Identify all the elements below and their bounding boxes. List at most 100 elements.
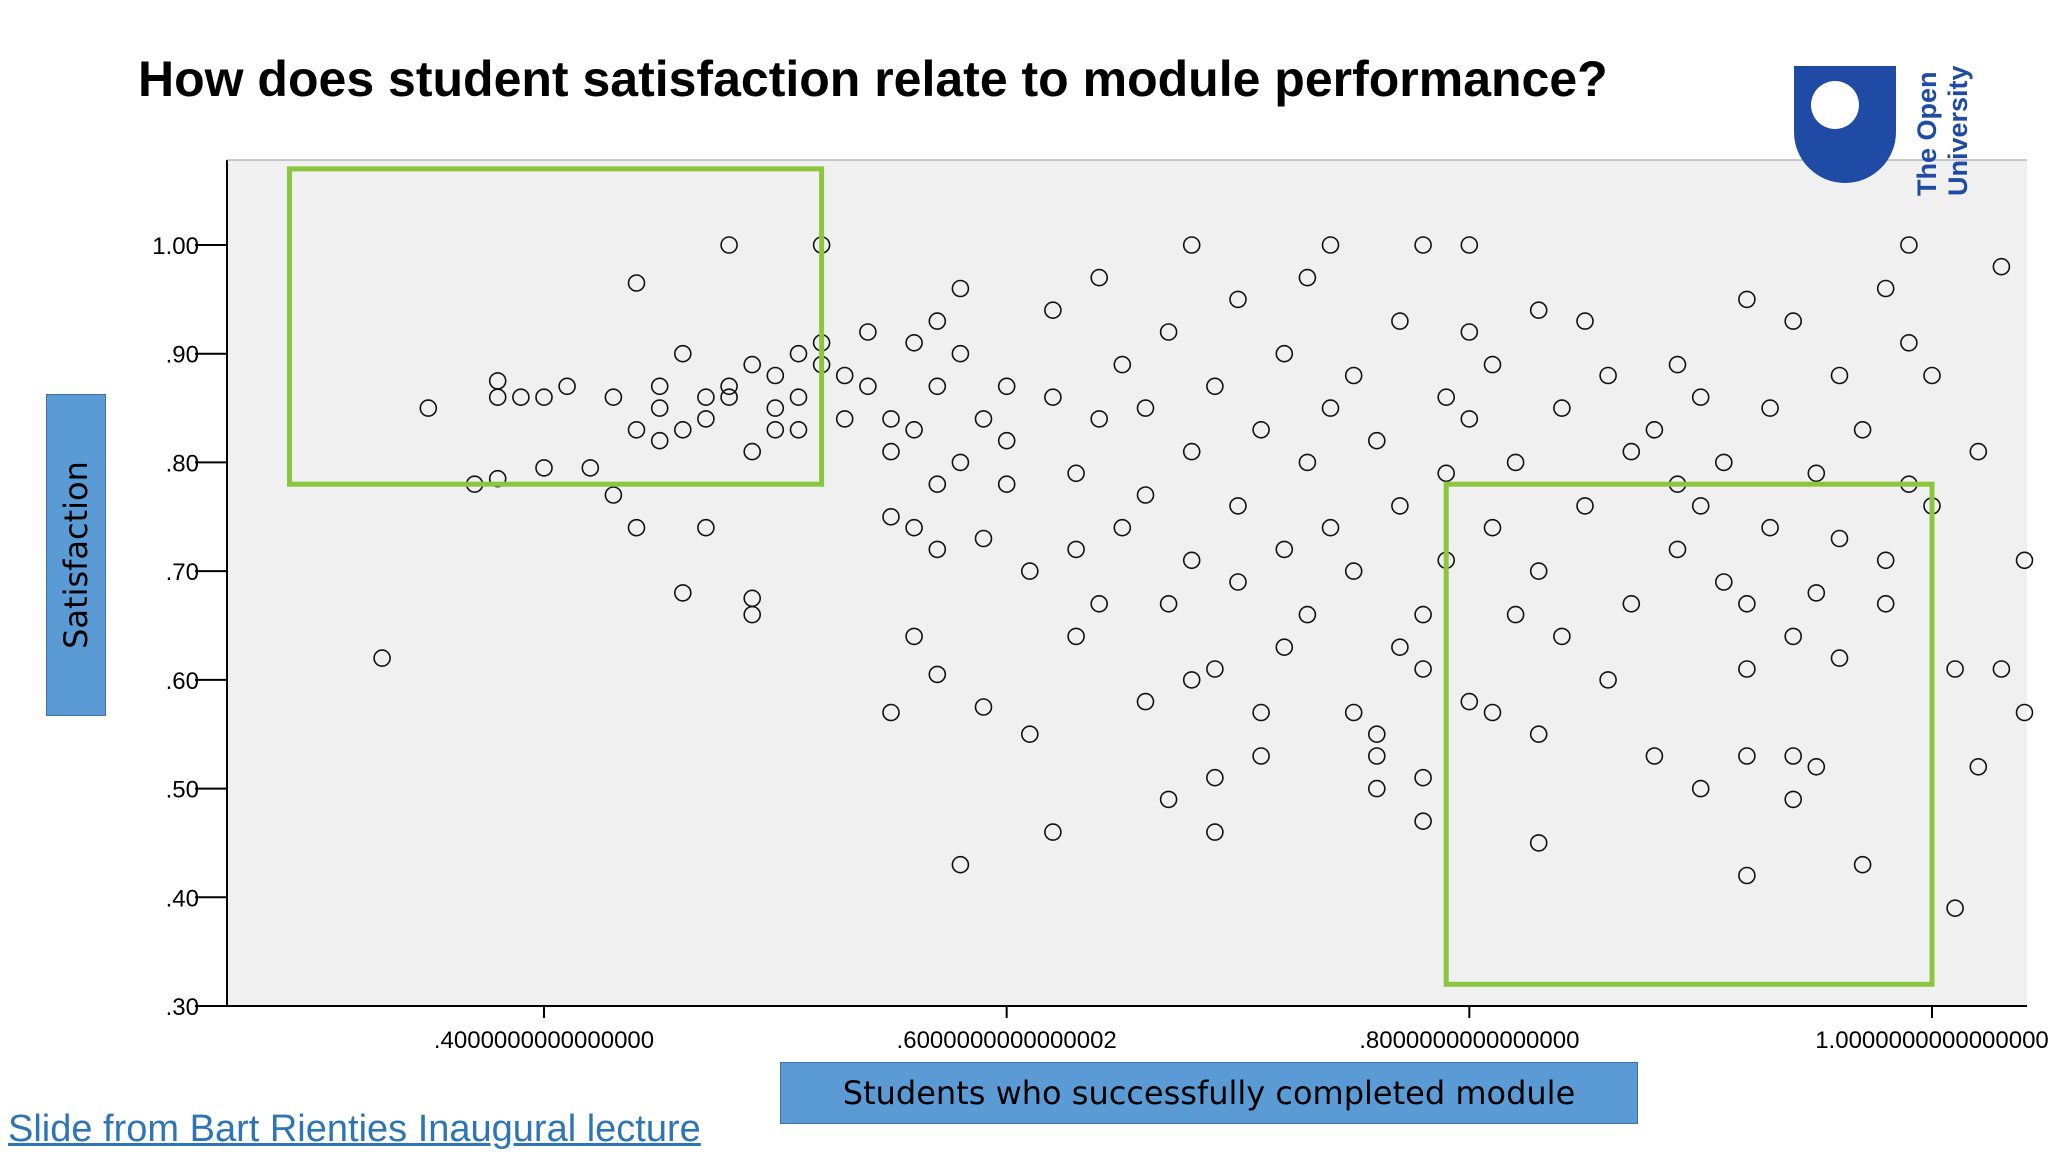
scatter-point	[1044, 301, 1062, 320]
scatter-point	[1784, 627, 1802, 646]
scatter-point	[650, 399, 669, 417]
scatter-point	[1252, 420, 1270, 439]
scatter-point	[1021, 725, 1039, 744]
scatter-point	[1067, 627, 1085, 646]
scatter-point	[1622, 594, 1641, 613]
scatter-point	[974, 698, 993, 716]
y-ticks: .30 .40 .50 .60 .70 .80 .90 1.00	[152, 233, 227, 1021]
scatter-point	[558, 377, 576, 396]
scatter-point	[1344, 366, 1363, 385]
scatter-point	[627, 420, 646, 439]
x-tick-label: .8000000000000000	[1359, 1027, 1579, 1054]
scatter-point	[1206, 768, 1224, 787]
scatter-point	[1252, 703, 1270, 722]
y-tick-label: .80	[166, 450, 199, 477]
scatter-point	[1529, 301, 1548, 320]
scatter-point	[650, 377, 669, 396]
scatter-point	[1136, 692, 1155, 711]
scatter-point	[1182, 551, 1201, 570]
scatter-point	[1784, 312, 1802, 330]
highlight-box	[287, 166, 825, 487]
scatter-point	[789, 344, 808, 363]
scatter-point	[1460, 692, 1479, 711]
scatter-point	[1391, 638, 1409, 657]
y-tick-label: .30	[166, 994, 199, 1021]
y-tick-label: .90	[166, 342, 199, 369]
scatter-point	[1229, 573, 1247, 591]
scatter-point	[1368, 725, 1386, 744]
scatter-point	[905, 333, 923, 352]
plot-area	[227, 160, 2027, 1006]
scatter-point	[627, 274, 646, 292]
scatter-point	[835, 410, 854, 428]
scatter-point	[859, 323, 877, 341]
scatter-point	[1206, 377, 1224, 396]
x-tick-label: 1.0000000000000000	[1815, 1027, 2048, 1054]
scatter-point	[1206, 823, 1224, 841]
scatter-point	[1529, 834, 1548, 852]
scatter-point	[1252, 747, 1270, 765]
scatter-point	[1298, 605, 1317, 624]
scatter-point	[1414, 236, 1432, 254]
scatter-point	[1599, 366, 1617, 385]
scatter-point	[951, 453, 970, 472]
scatter-point	[1738, 660, 1756, 678]
scatter-point	[1414, 768, 1432, 787]
scatter-point	[697, 388, 715, 407]
scatter-point	[1506, 453, 1525, 472]
scatter-point	[1113, 355, 1132, 374]
scatter-point	[1876, 551, 1895, 570]
scatter-point	[1483, 355, 1502, 374]
scatter-point	[1483, 703, 1502, 722]
scatter-point	[928, 540, 947, 559]
scatter-point	[1275, 638, 1294, 657]
scatter-point	[2015, 703, 2034, 722]
scatter-point	[1529, 725, 1548, 744]
scatter-point	[1969, 757, 1988, 776]
scatter-point	[766, 420, 785, 439]
scatter-point	[535, 388, 553, 407]
scatter-point	[1460, 410, 1479, 428]
scatter-point	[720, 377, 738, 396]
scatter-point	[1044, 388, 1062, 407]
scatter-point	[1159, 323, 1178, 341]
source-link[interactable]: Slide from Bart Rienties Inaugural lectu…	[8, 1108, 701, 1150]
scatter-point	[1807, 584, 1826, 602]
scatter-point	[1344, 562, 1363, 580]
scatter-point	[1761, 399, 1779, 417]
scatter-point	[2015, 551, 2034, 570]
scatter-point	[905, 518, 923, 537]
y-tick-label: .50	[166, 777, 199, 804]
scatter-point	[1553, 399, 1571, 417]
logo-wordmark: The Open University	[1912, 65, 1974, 196]
scatter-point	[1738, 747, 1756, 765]
scatter-point	[1229, 290, 1247, 309]
scatter-point	[1830, 649, 1849, 667]
scatter-point	[1206, 660, 1224, 678]
scatter-point	[604, 388, 623, 407]
scatter-point	[1738, 290, 1756, 309]
scatter-point	[951, 855, 970, 874]
scatter-point	[1368, 779, 1386, 798]
scatter-point	[974, 410, 993, 428]
scatter-point	[928, 377, 947, 396]
scatter-point	[673, 584, 692, 602]
y-axis-label: Satisfaction	[57, 461, 95, 649]
scatter-point	[997, 377, 1016, 396]
scatter-point	[1090, 594, 1108, 613]
scatter-point	[951, 279, 970, 298]
scatter-point	[882, 410, 900, 428]
scatter-point	[1414, 605, 1432, 624]
scatter-point	[1807, 464, 1826, 483]
scatter-point	[928, 665, 947, 684]
scatter-point	[1830, 529, 1849, 548]
scatter-point	[1321, 399, 1340, 417]
scatter-point	[1044, 823, 1062, 841]
scatter-point	[905, 627, 923, 646]
scatter-point	[1599, 671, 1617, 689]
scatter-point	[488, 469, 507, 488]
scatter-point	[1506, 605, 1525, 624]
data-points	[373, 236, 2034, 918]
scatter-point	[1876, 279, 1895, 298]
scatter-point	[1853, 855, 1872, 874]
